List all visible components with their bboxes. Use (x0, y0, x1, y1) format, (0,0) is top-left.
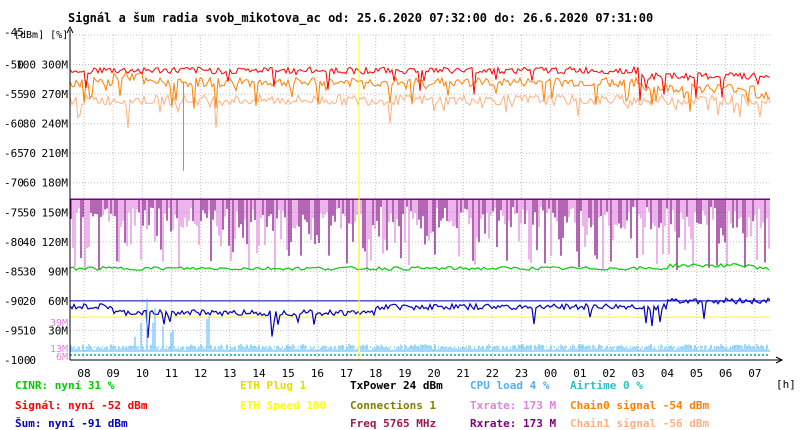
y-tick-rate: 240M (42, 118, 69, 131)
x-tick-label: 05 (690, 367, 703, 380)
y-tick-dbm: -85 (4, 265, 24, 278)
noise-line (69, 297, 771, 338)
x-tick-label: 22 (486, 367, 499, 380)
x-tick-label: 20 (427, 367, 440, 380)
y-tick-cpu: 6M (56, 352, 68, 363)
y-tick-pct: 0 (29, 354, 36, 367)
x-tick-label: 02 (602, 367, 615, 380)
y-tick-pct: 40 (23, 236, 36, 249)
y-tick-rate: 90M (48, 265, 68, 278)
y-tick-dbm: -90 (4, 295, 24, 308)
legend-rxrate: Rxrate: 173 M (470, 417, 557, 430)
x-tick-label: 21 (457, 367, 470, 380)
y-tick-pct: 50 (23, 206, 36, 219)
y-tick-rate: 180M (42, 177, 69, 190)
y-tick-pct: 20 (23, 295, 36, 308)
y-tick-pct: 30 (23, 265, 36, 278)
x-tick-label: 01 (573, 367, 586, 380)
x-tick-label: 18 (369, 367, 382, 380)
legend-txpower: TxPower 24 dBm (350, 379, 443, 392)
x-tick-label: 03 (632, 367, 645, 380)
legend-chain1: Chain1 signal -56 dBm (570, 417, 710, 430)
y-tick-pct: 90 (23, 88, 36, 101)
y-tick-dbm: -75 (4, 206, 24, 219)
y-tick-rate: 210M (42, 147, 69, 160)
y-tick-dbm: -100 (4, 354, 31, 367)
x-tick-label: 14 (252, 367, 266, 380)
x-tick-label: 06 (719, 367, 732, 380)
y-tick-cpu: 39M (50, 318, 68, 329)
x-tick-label: 00 (544, 367, 557, 380)
x-unit-label: [h] (776, 378, 796, 391)
y-tick-dbm: -95 (4, 324, 24, 337)
signal-line (69, 65, 771, 101)
y-tick-pct: 80 (23, 118, 36, 131)
legend-txrate: Txrate: 173 M (470, 399, 557, 412)
y-tick-dbm: -55 (4, 88, 24, 101)
y-tick-pct: 10 (23, 324, 36, 337)
y-tick-rate: 270M (42, 88, 69, 101)
legend-chain0: Chain0 signal -54 dBm (570, 399, 710, 412)
x-tick-label: 10 (136, 367, 149, 380)
legend-noise: Šum: nyní -91 dBm (15, 417, 128, 430)
y-tick-dbm: -50 (4, 59, 24, 72)
x-tick-label: 13 (223, 367, 236, 380)
x-axis-arrow (775, 356, 784, 364)
x-tick-label: 04 (661, 367, 675, 380)
chain1-signal-line (69, 92, 771, 129)
cinr-line (69, 263, 770, 271)
y-tick-pct: 100 (16, 59, 36, 72)
y-tick-rate: 150M (42, 206, 69, 219)
legend-airtime: Airtime 0 % (570, 379, 643, 392)
y-tick-pct: 70 (23, 147, 36, 160)
y-tick-dbm: -45 (4, 26, 24, 39)
x-tick-label: 09 (107, 367, 120, 380)
y-tick-rate: 30M (48, 324, 68, 337)
y-tick-rate: 60M (48, 295, 68, 308)
y-axis-arrow (66, 25, 74, 34)
x-tick-label: 12 (194, 367, 207, 380)
y-tick-rate: 120M (42, 236, 69, 249)
legend-cpu: CPU load 4 % (470, 379, 550, 392)
y-tick-rate: 300M (42, 59, 69, 72)
y-units-label: [dBm] [%] (14, 30, 68, 41)
legend-cinr: CINR: nyní 31 % (15, 379, 115, 392)
y-tick-dbm: -70 (4, 177, 24, 190)
y-tick-cpu: 13M (50, 344, 68, 355)
x-tick-label: 08 (77, 367, 90, 380)
x-tick-label: 16 (311, 367, 324, 380)
y-tick-pct: 60 (23, 177, 36, 190)
legend-connections: Connections 1 (350, 399, 437, 412)
x-tick-label: 11 (165, 367, 178, 380)
x-tick-label: 23 (515, 367, 528, 380)
y-tick-dbm: -80 (4, 236, 24, 249)
chain0-signal-line (69, 70, 771, 112)
legend-eth-speed: ETH Speed 100 (240, 399, 327, 412)
x-tick-label: 17 (340, 367, 353, 380)
legend-freq: Freq 5765 MHz (350, 417, 437, 430)
legend-signal: Signál: nyní -52 dBm (15, 399, 148, 412)
legend-eth-plug: ETH Plug 1 (240, 379, 307, 392)
y-tick-dbm: -65 (4, 147, 24, 160)
y-tick-dbm: -60 (4, 118, 24, 131)
x-tick-label: 15 (282, 367, 295, 380)
x-tick-label: 07 (748, 367, 761, 380)
chart-title: Signál a šum radia svob_mikotova_ac od: … (68, 11, 654, 25)
x-tick-label: 19 (398, 367, 411, 380)
